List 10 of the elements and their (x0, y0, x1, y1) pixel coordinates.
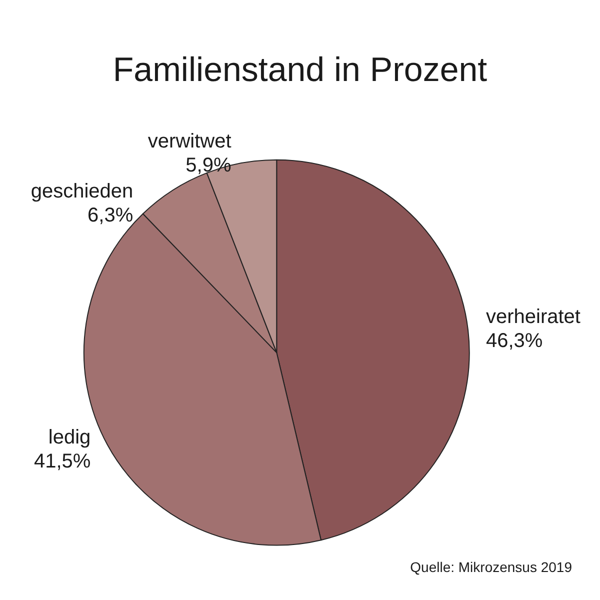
data-label: 6,3% (88, 204, 134, 226)
slice-label: verwitwet (148, 130, 232, 152)
slice-label: geschieden (30, 180, 134, 202)
slice-label: ledig (48, 426, 91, 449)
slice-label: verheiratet (486, 306, 581, 328)
data-label: 41,5% (34, 450, 91, 473)
data-label: 46,3% (486, 330, 543, 352)
chart-title: Familienstand in Prozent (112, 51, 488, 89)
data-label: 5,9% (186, 154, 232, 176)
source-note: Quelle: Mikrozensus 2019 (410, 559, 572, 575)
